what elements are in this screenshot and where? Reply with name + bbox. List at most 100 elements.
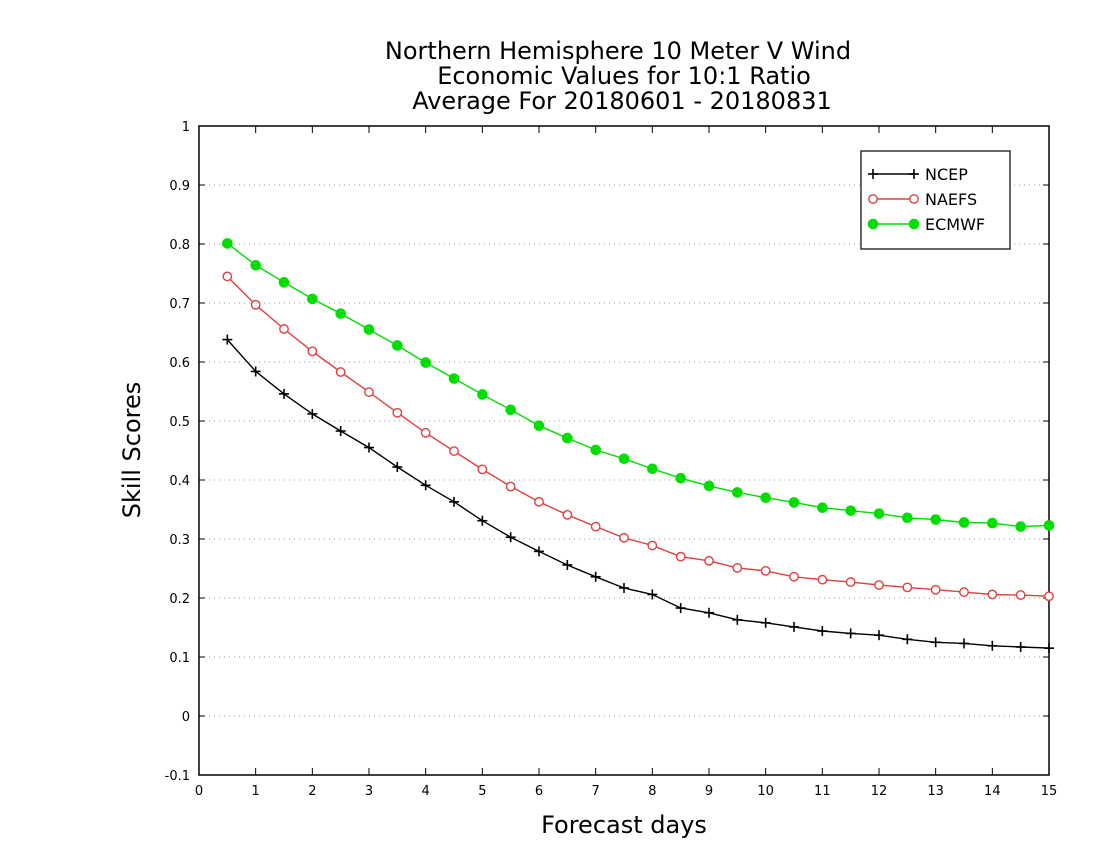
legend-marker-start: [868, 194, 878, 204]
data-point-ncep: [449, 496, 459, 507]
data-point-ncep: [732, 614, 743, 625]
data-point-ncep: [477, 515, 488, 526]
x-tick-label: 11: [814, 784, 831, 799]
data-point-ecmwf: [987, 517, 998, 529]
data-point-naefs: [930, 584, 941, 595]
legend-item-naefs: NAEFS: [868, 190, 977, 209]
x-axis-title: Forecast days: [541, 811, 707, 839]
data-point-naefs: [1015, 590, 1026, 600]
y-tick-label: 0.4: [169, 474, 190, 489]
data-point-ecmwf: [902, 512, 913, 524]
data-point-naefs: [307, 346, 318, 357]
data-point-ecmwf: [958, 517, 970, 528]
series-group: [222, 238, 1055, 654]
data-point-ecmwf: [363, 324, 375, 335]
legend-label-ecmwf: ECMWF: [925, 215, 985, 234]
data-point-naefs: [364, 387, 374, 397]
data-point-ecmwf: [675, 472, 686, 484]
y-tick-label: 0.8: [169, 238, 190, 253]
y-axis-title: Skill Scores: [118, 382, 146, 519]
data-point-naefs: [392, 407, 403, 418]
data-point-naefs: [477, 464, 488, 475]
data-point-naefs: [732, 563, 743, 573]
y-tick-label: 0.7: [169, 297, 190, 312]
data-point-ncep: [392, 462, 403, 473]
data-point-ncep: [704, 607, 714, 618]
data-point-ecmwf: [873, 508, 885, 519]
data-point-ecmwf: [533, 420, 545, 432]
data-point-ncep: [817, 626, 828, 637]
legend-marker-end: [909, 169, 919, 179]
data-point-ecmwf: [760, 492, 771, 504]
data-point-ecmwf: [1015, 521, 1026, 532]
x-tick-label: 5: [478, 784, 486, 799]
data-point-naefs: [222, 271, 233, 282]
data-point-naefs: [250, 299, 261, 310]
gridlines: [199, 184, 1049, 717]
data-point-naefs: [420, 427, 431, 438]
data-point-ncep: [222, 334, 233, 345]
data-point-ecmwf: [590, 444, 601, 456]
data-point-naefs: [505, 481, 516, 492]
y-tick-label: 1: [182, 120, 190, 135]
legend-marker-end: [909, 194, 919, 204]
legend-marker-start: [868, 169, 878, 179]
y-tick-label: 0.2: [169, 592, 190, 607]
data-point-ecmwf: [703, 480, 715, 492]
chart-title: Northern Hemisphere 10 Meter V Wind Econ…: [385, 37, 851, 115]
data-point-ncep: [420, 480, 431, 491]
data-point-ecmwf: [250, 259, 261, 271]
data-point-ncep: [987, 640, 998, 651]
legend-label-ncep: NCEP: [925, 165, 968, 184]
data-point-ncep: [279, 388, 289, 399]
data-point-ncep: [1044, 643, 1054, 654]
data-point-ncep: [505, 532, 516, 543]
data-point-ecmwf: [732, 487, 743, 498]
data-point-naefs: [590, 521, 601, 532]
legend-item-ncep: NCEP: [868, 165, 968, 184]
x-tick-label: 1: [252, 784, 260, 799]
chart-title-line-1: Northern Hemisphere 10 Meter V Wind: [385, 37, 851, 65]
data-point-naefs: [817, 574, 828, 585]
data-point-naefs: [335, 367, 346, 377]
series-ecmwf: [222, 238, 1055, 532]
data-point-naefs: [987, 589, 998, 600]
data-point-ecmwf: [392, 340, 403, 351]
data-point-ecmwf: [1043, 520, 1055, 531]
x-tick-label: 0: [195, 784, 203, 799]
legend-label-naefs: NAEFS: [925, 190, 977, 209]
data-point-ncep: [364, 442, 374, 453]
data-point-ecmwf: [307, 293, 318, 305]
y-tick-label: 0.6: [169, 356, 190, 371]
data-point-naefs: [1044, 591, 1054, 602]
data-point-ncep: [845, 628, 856, 639]
legend-box: [860, 150, 1011, 250]
data-point-naefs: [675, 551, 686, 562]
y-tick-label: 0.5: [169, 415, 190, 430]
data-point-ecmwf: [647, 463, 658, 475]
legend: NCEP NAEFS ECMWF: [860, 150, 1011, 250]
y-tick-label: 0.9: [169, 179, 190, 194]
data-point-naefs: [562, 509, 573, 520]
data-point-ncep: [1015, 641, 1026, 652]
data-point-ncep: [760, 617, 771, 628]
y-tick-label: 0.1: [169, 651, 190, 666]
data-point-naefs: [647, 540, 658, 551]
data-point-ecmwf: [477, 389, 488, 400]
x-axis: 0 1 2 3 4 5 6 7 8 9 10 11 12 13 14 15: [195, 126, 1057, 799]
data-point-naefs: [449, 446, 459, 456]
y-tick-label: -0.1: [165, 769, 190, 784]
series-line-ecmwf: [226, 242, 1050, 528]
data-point-naefs: [874, 580, 884, 590]
data-point-ncep: [335, 426, 346, 437]
series-ncep: [222, 334, 1054, 654]
x-tick-label: 2: [308, 784, 316, 799]
data-point-ncep: [562, 559, 573, 570]
x-tick-label: 15: [1041, 784, 1058, 799]
data-point-ncep: [959, 638, 969, 649]
x-tick-label: 13: [927, 784, 944, 799]
chart-title-line-3: Average For 20180601 - 20180831: [412, 87, 832, 115]
x-tick-label: 9: [705, 784, 713, 799]
data-point-ncep: [647, 589, 658, 600]
